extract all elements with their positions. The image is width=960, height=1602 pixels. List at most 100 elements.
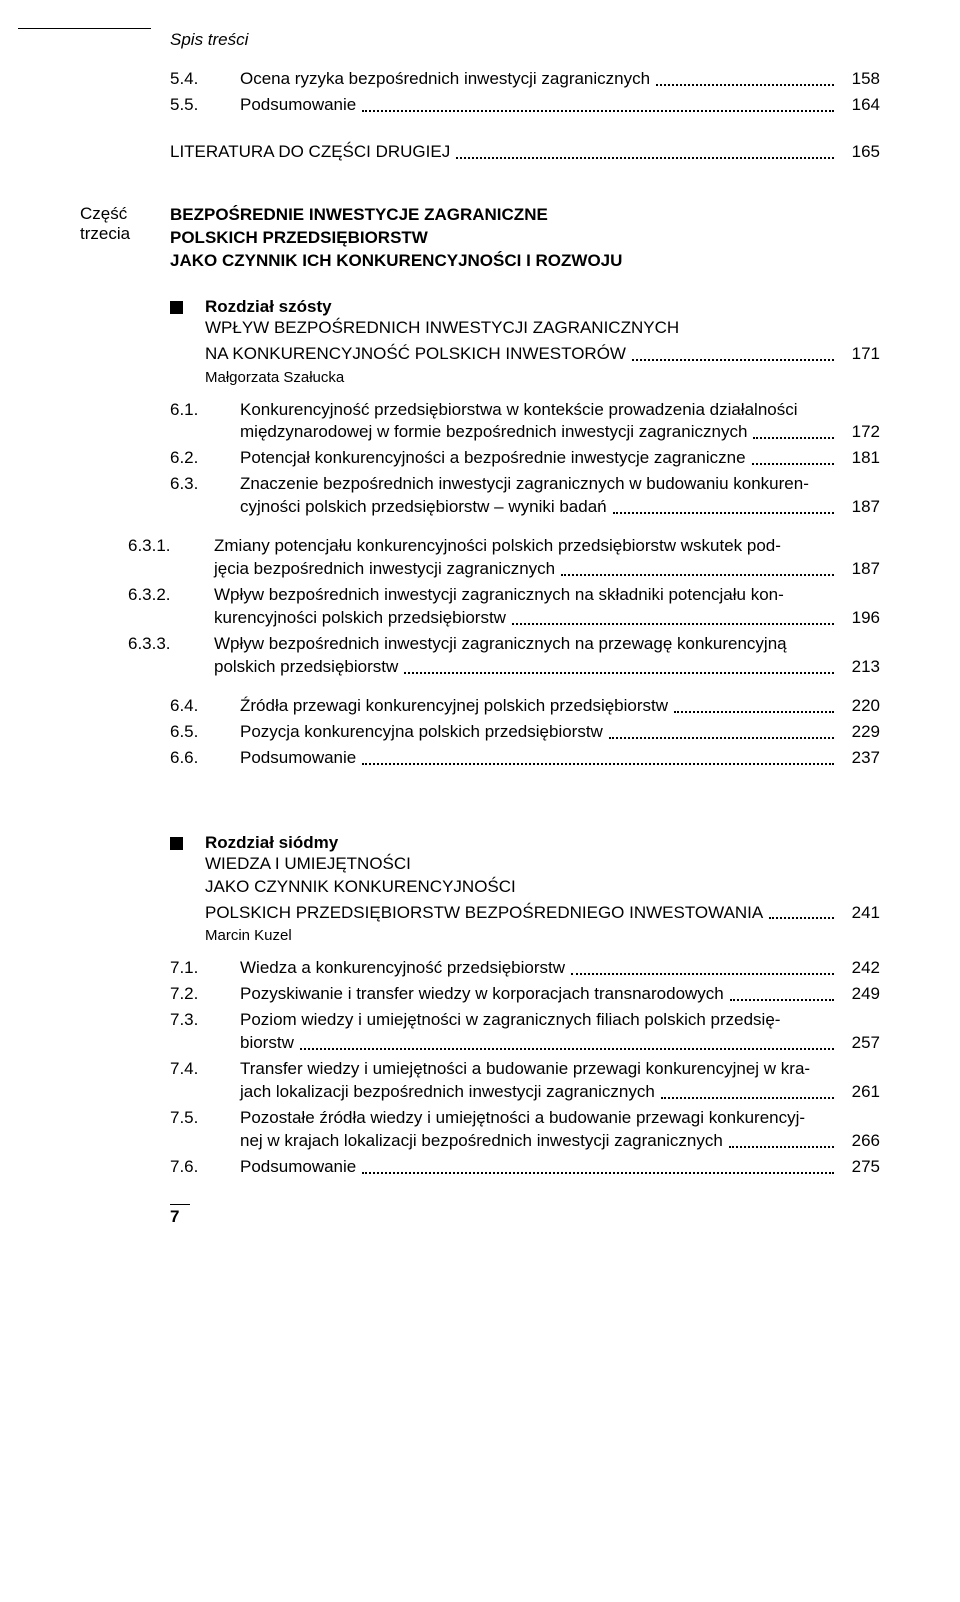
toc-label-line: Znaczenie bezpośrednich inwestycji zagra…: [240, 473, 880, 496]
page-number: 7: [170, 1204, 190, 1227]
toc-page: 181: [840, 447, 880, 470]
toc-label-line: Poziom wiedzy i umiejętności w zagranicz…: [240, 1009, 880, 1032]
toc-page: 275: [840, 1156, 880, 1179]
toc-num: 6.1.: [170, 399, 240, 445]
toc-entry: 5.5. Podsumowanie 164: [170, 94, 880, 117]
chapter-author: Małgorzata Szałucka: [205, 369, 880, 386]
chapter-subtitle: POLSKICH PRZEDSIĘBIORSTW BEZPOŚREDNIEGO …: [205, 902, 763, 925]
chapter-subtitle: NA KONKURENCYJNOŚĆ POLSKICH INWESTORÓW: [205, 343, 626, 366]
toc-num: 7.2.: [170, 983, 240, 1006]
toc-num: 6.3.2.: [128, 584, 214, 630]
leader-dots: [362, 1172, 834, 1174]
toc-entry: 7.5. Pozostałe źródła wiedzy i umiejętno…: [170, 1107, 880, 1153]
toc-label: Potencjał konkurencyjności a bezpośredni…: [240, 447, 746, 470]
toc-label: Podsumowanie: [240, 1156, 356, 1179]
leader-dots: [661, 1097, 834, 1099]
toc-num: 7.1.: [170, 957, 240, 980]
toc-label-line: polskich przedsiębiorstw: [214, 656, 398, 679]
toc-page: 249: [840, 983, 880, 1006]
toc-num: 6.4.: [170, 695, 240, 718]
toc-label: LITERATURA DO CZĘŚCI DRUGIEJ: [170, 141, 450, 164]
toc-num: 6.3.3.: [128, 633, 214, 679]
page: Spis treści 5.4. Ocena ryzyka bezpośredn…: [0, 0, 960, 1267]
chapter-subtitle: JAKO CZYNNIK KONKURENCYJNOŚCI: [205, 876, 880, 899]
toc-entry: 6.2. Potencjał konkurencyjności a bezpoś…: [170, 447, 880, 470]
toc-page: 220: [840, 695, 880, 718]
leader-dots: [674, 711, 834, 713]
toc-entry: 7.1. Wiedza a konkurencyjność przedsiębi…: [170, 957, 880, 980]
toc-page: 229: [840, 721, 880, 744]
toc-entry: 6.1. Konkurencyjność przedsiębiorstwa w …: [170, 399, 880, 445]
leader-dots: [769, 917, 834, 919]
toc-label: Podsumowanie: [240, 747, 356, 770]
header-rule: [18, 28, 151, 29]
toc-entry: 6.5. Pozycja konkurencyjna polskich prze…: [170, 721, 880, 744]
square-bullet-icon: [170, 301, 183, 314]
toc-label-line: jach lokalizacji bezpośrednich inwestycj…: [240, 1081, 655, 1104]
leader-dots: [456, 157, 834, 159]
square-bullet-icon: [170, 837, 183, 850]
toc-entry: 6.4. Źródła przewagi konkurencyjnej pols…: [170, 695, 880, 718]
toc-label-line: Konkurencyjność przedsiębiorstwa w konte…: [240, 399, 880, 422]
toc-page: 187: [840, 496, 880, 519]
leader-dots: [656, 84, 834, 86]
leader-dots: [300, 1048, 834, 1050]
toc-label-line: nej w krajach lokalizacji bezpośrednich …: [240, 1130, 723, 1153]
leader-dots: [613, 512, 834, 514]
chapter-subtitle: WIEDZA I UMIEJĘTNOŚCI: [205, 853, 880, 876]
toc-page: 213: [840, 656, 880, 679]
toc-page: 164: [840, 94, 880, 117]
toc-label-line: biorstw: [240, 1032, 294, 1055]
toc-label: Pozyskiwanie i transfer wiedzy w korpora…: [240, 983, 724, 1006]
toc-entry: 6.3.1. Zmiany potencjału konkurencyjnośc…: [128, 535, 880, 581]
toc-num: 5.5.: [170, 94, 240, 117]
toc-entry: 5.4. Ocena ryzyka bezpośrednich inwestyc…: [170, 68, 880, 91]
toc-num: 7.3.: [170, 1009, 240, 1055]
toc-num: 6.3.: [170, 473, 240, 519]
toc-num: 6.2.: [170, 447, 240, 470]
chapter-block: Rozdział siódmy WIEDZA I UMIEJĘTNOŚCI JA…: [170, 833, 880, 945]
leader-dots: [753, 437, 834, 439]
leader-dots: [512, 623, 834, 625]
toc-page: 172: [840, 421, 880, 444]
toc-page: 158: [840, 68, 880, 91]
toc-label: Podsumowanie: [240, 94, 356, 117]
chapter-title: Rozdział siódmy: [205, 833, 880, 853]
leader-dots: [752, 463, 834, 465]
toc-num: 6.3.1.: [128, 535, 214, 581]
toc-num: 7.4.: [170, 1058, 240, 1104]
toc-label-line: kurencyjności polskich przedsiębiorstw: [214, 607, 506, 630]
part-title-line: POLSKICH PRZEDSIĘBIORSTW: [170, 227, 880, 250]
toc-label: Źródła przewagi konkurencyjnej polskich …: [240, 695, 668, 718]
chapter-subtitle-row: NA KONKURENCYJNOŚĆ POLSKICH INWESTORÓW 1…: [205, 343, 880, 366]
toc-page: 241: [840, 902, 880, 925]
leader-dots: [561, 574, 834, 576]
toc-entry: 6.3.3. Wpływ bezpośrednich inwestycji za…: [128, 633, 880, 679]
toc-entry: 6.6. Podsumowanie 237: [170, 747, 880, 770]
chapter-author: Marcin Kuzel: [205, 927, 880, 944]
toc-label-line: Wpływ bezpośrednich inwestycji zagranicz…: [214, 584, 880, 607]
toc-entry-literature: LITERATURA DO CZĘŚCI DRUGIEJ 165: [170, 141, 880, 164]
toc-num: 6.6.: [170, 747, 240, 770]
running-header: Spis treści: [170, 30, 880, 50]
leader-dots: [730, 999, 834, 1001]
toc-page: 257: [840, 1032, 880, 1055]
toc-page: 237: [840, 747, 880, 770]
toc-label: Ocena ryzyka bezpośrednich inwestycji za…: [240, 68, 650, 91]
toc-num: 7.6.: [170, 1156, 240, 1179]
leader-dots: [571, 973, 834, 975]
leader-dots: [632, 359, 834, 361]
leader-dots: [362, 763, 834, 765]
toc-label-line: Pozostałe źródła wiedzy i umiejętności a…: [240, 1107, 880, 1130]
toc-page: 242: [840, 957, 880, 980]
toc-page: 196: [840, 607, 880, 630]
toc-label: Wiedza a konkurencyjność przedsiębiorstw: [240, 957, 565, 980]
toc-entry: 7.4. Transfer wiedzy i umiejętności a bu…: [170, 1058, 880, 1104]
chapter-subtitle-row: POLSKICH PRZEDSIĘBIORSTW BEZPOŚREDNIEGO …: [205, 902, 880, 925]
leader-dots: [404, 672, 834, 674]
toc-page: 266: [840, 1130, 880, 1153]
toc-num: 5.4.: [170, 68, 240, 91]
part-title-line: BEZPOŚREDNIE INWESTYCJE ZAGRANICZNE: [170, 204, 880, 227]
toc-label: Pozycja konkurencyjna polskich przedsięb…: [240, 721, 603, 744]
leader-dots: [609, 737, 834, 739]
